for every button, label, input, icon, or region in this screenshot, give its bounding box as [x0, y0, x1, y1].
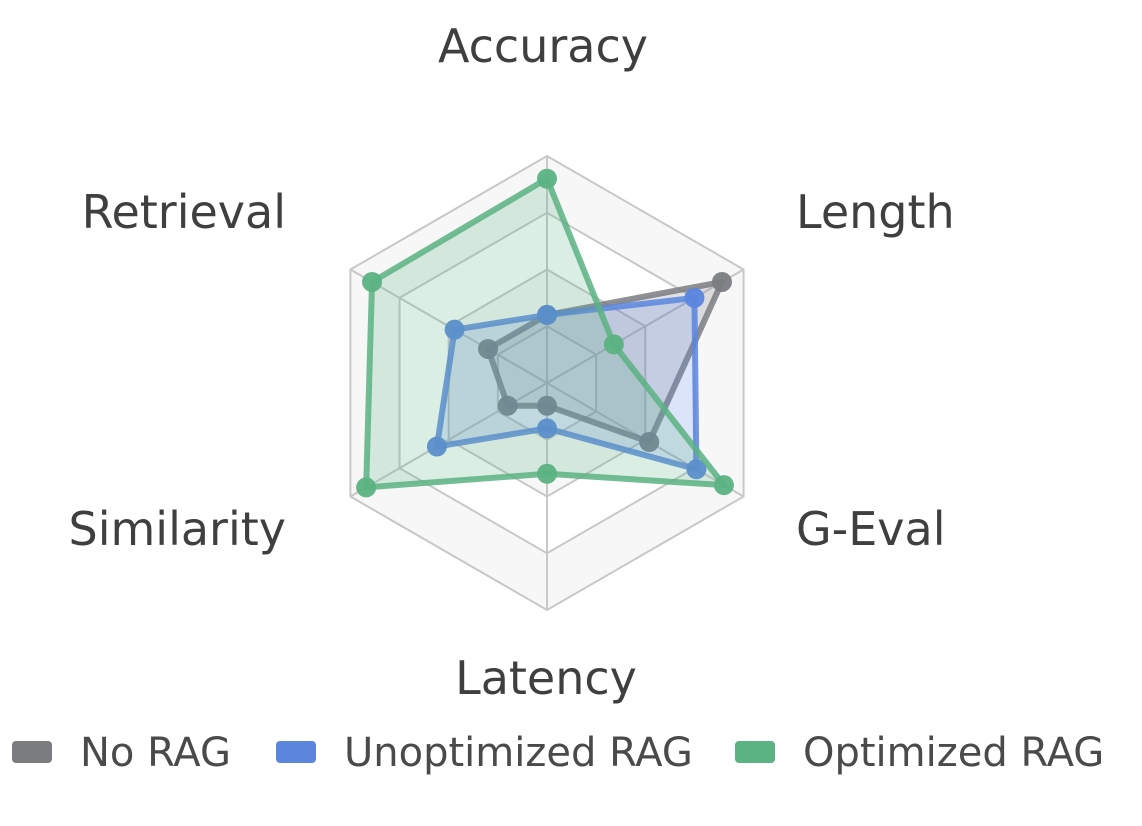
data-point-no-rag-g-eval — [639, 432, 660, 453]
axis-label-similarity: Similarity — [69, 502, 287, 556]
data-point-no-rag-similarity — [497, 395, 518, 416]
data-point-no-rag-latency — [537, 395, 557, 416]
axis-label-latency: Latency — [455, 651, 637, 705]
data-point-unoptimized-rag-length — [684, 287, 705, 308]
data-point-optimized-rag-g-eval — [713, 475, 734, 496]
radar-series — [356, 168, 734, 498]
legend-swatch-no-rag — [12, 741, 52, 763]
axis-label-length: Length — [796, 185, 955, 239]
axis-label-g-eval: G-Eval — [796, 502, 946, 556]
data-point-no-rag-length — [711, 271, 732, 292]
legend-label-no-rag: No RAG — [80, 730, 231, 776]
data-point-optimized-rag-accuracy — [537, 168, 557, 189]
series-unoptimized-rag — [426, 287, 707, 480]
axis-label-accuracy: Accuracy — [438, 19, 648, 73]
series-optimized-rag — [356, 168, 734, 498]
data-point-optimized-rag-latency — [537, 463, 557, 484]
data-point-unoptimized-rag-latency — [537, 418, 557, 439]
data-point-optimized-rag-similarity — [356, 477, 377, 498]
data-point-unoptimized-rag-retrieval — [444, 319, 465, 340]
axis-label-retrieval: Retrieval — [82, 185, 286, 239]
legend-swatch-unoptimized-rag — [276, 741, 316, 763]
legend-label-unoptimized-rag: Unoptimized RAG — [344, 730, 693, 776]
axis-labels: Accuracy Length G-Eval Latency Similarit… — [69, 19, 955, 705]
legend-label-optimized-rag: Optimized RAG — [803, 730, 1104, 776]
data-point-unoptimized-rag-g-eval — [686, 459, 707, 480]
data-point-no-rag-retrieval — [478, 338, 499, 359]
grid-spoke — [546, 268, 745, 384]
data-point-unoptimized-rag-accuracy — [537, 304, 557, 325]
radar-grid — [349, 154, 745, 612]
legend-swatch-optimized-rag — [735, 741, 775, 763]
legend: No RAG Unoptimized RAG Optimized RAG — [12, 730, 1104, 776]
data-point-optimized-rag-length — [603, 334, 624, 355]
data-point-unoptimized-rag-similarity — [426, 436, 447, 457]
data-point-optimized-rag-retrieval — [362, 271, 383, 292]
